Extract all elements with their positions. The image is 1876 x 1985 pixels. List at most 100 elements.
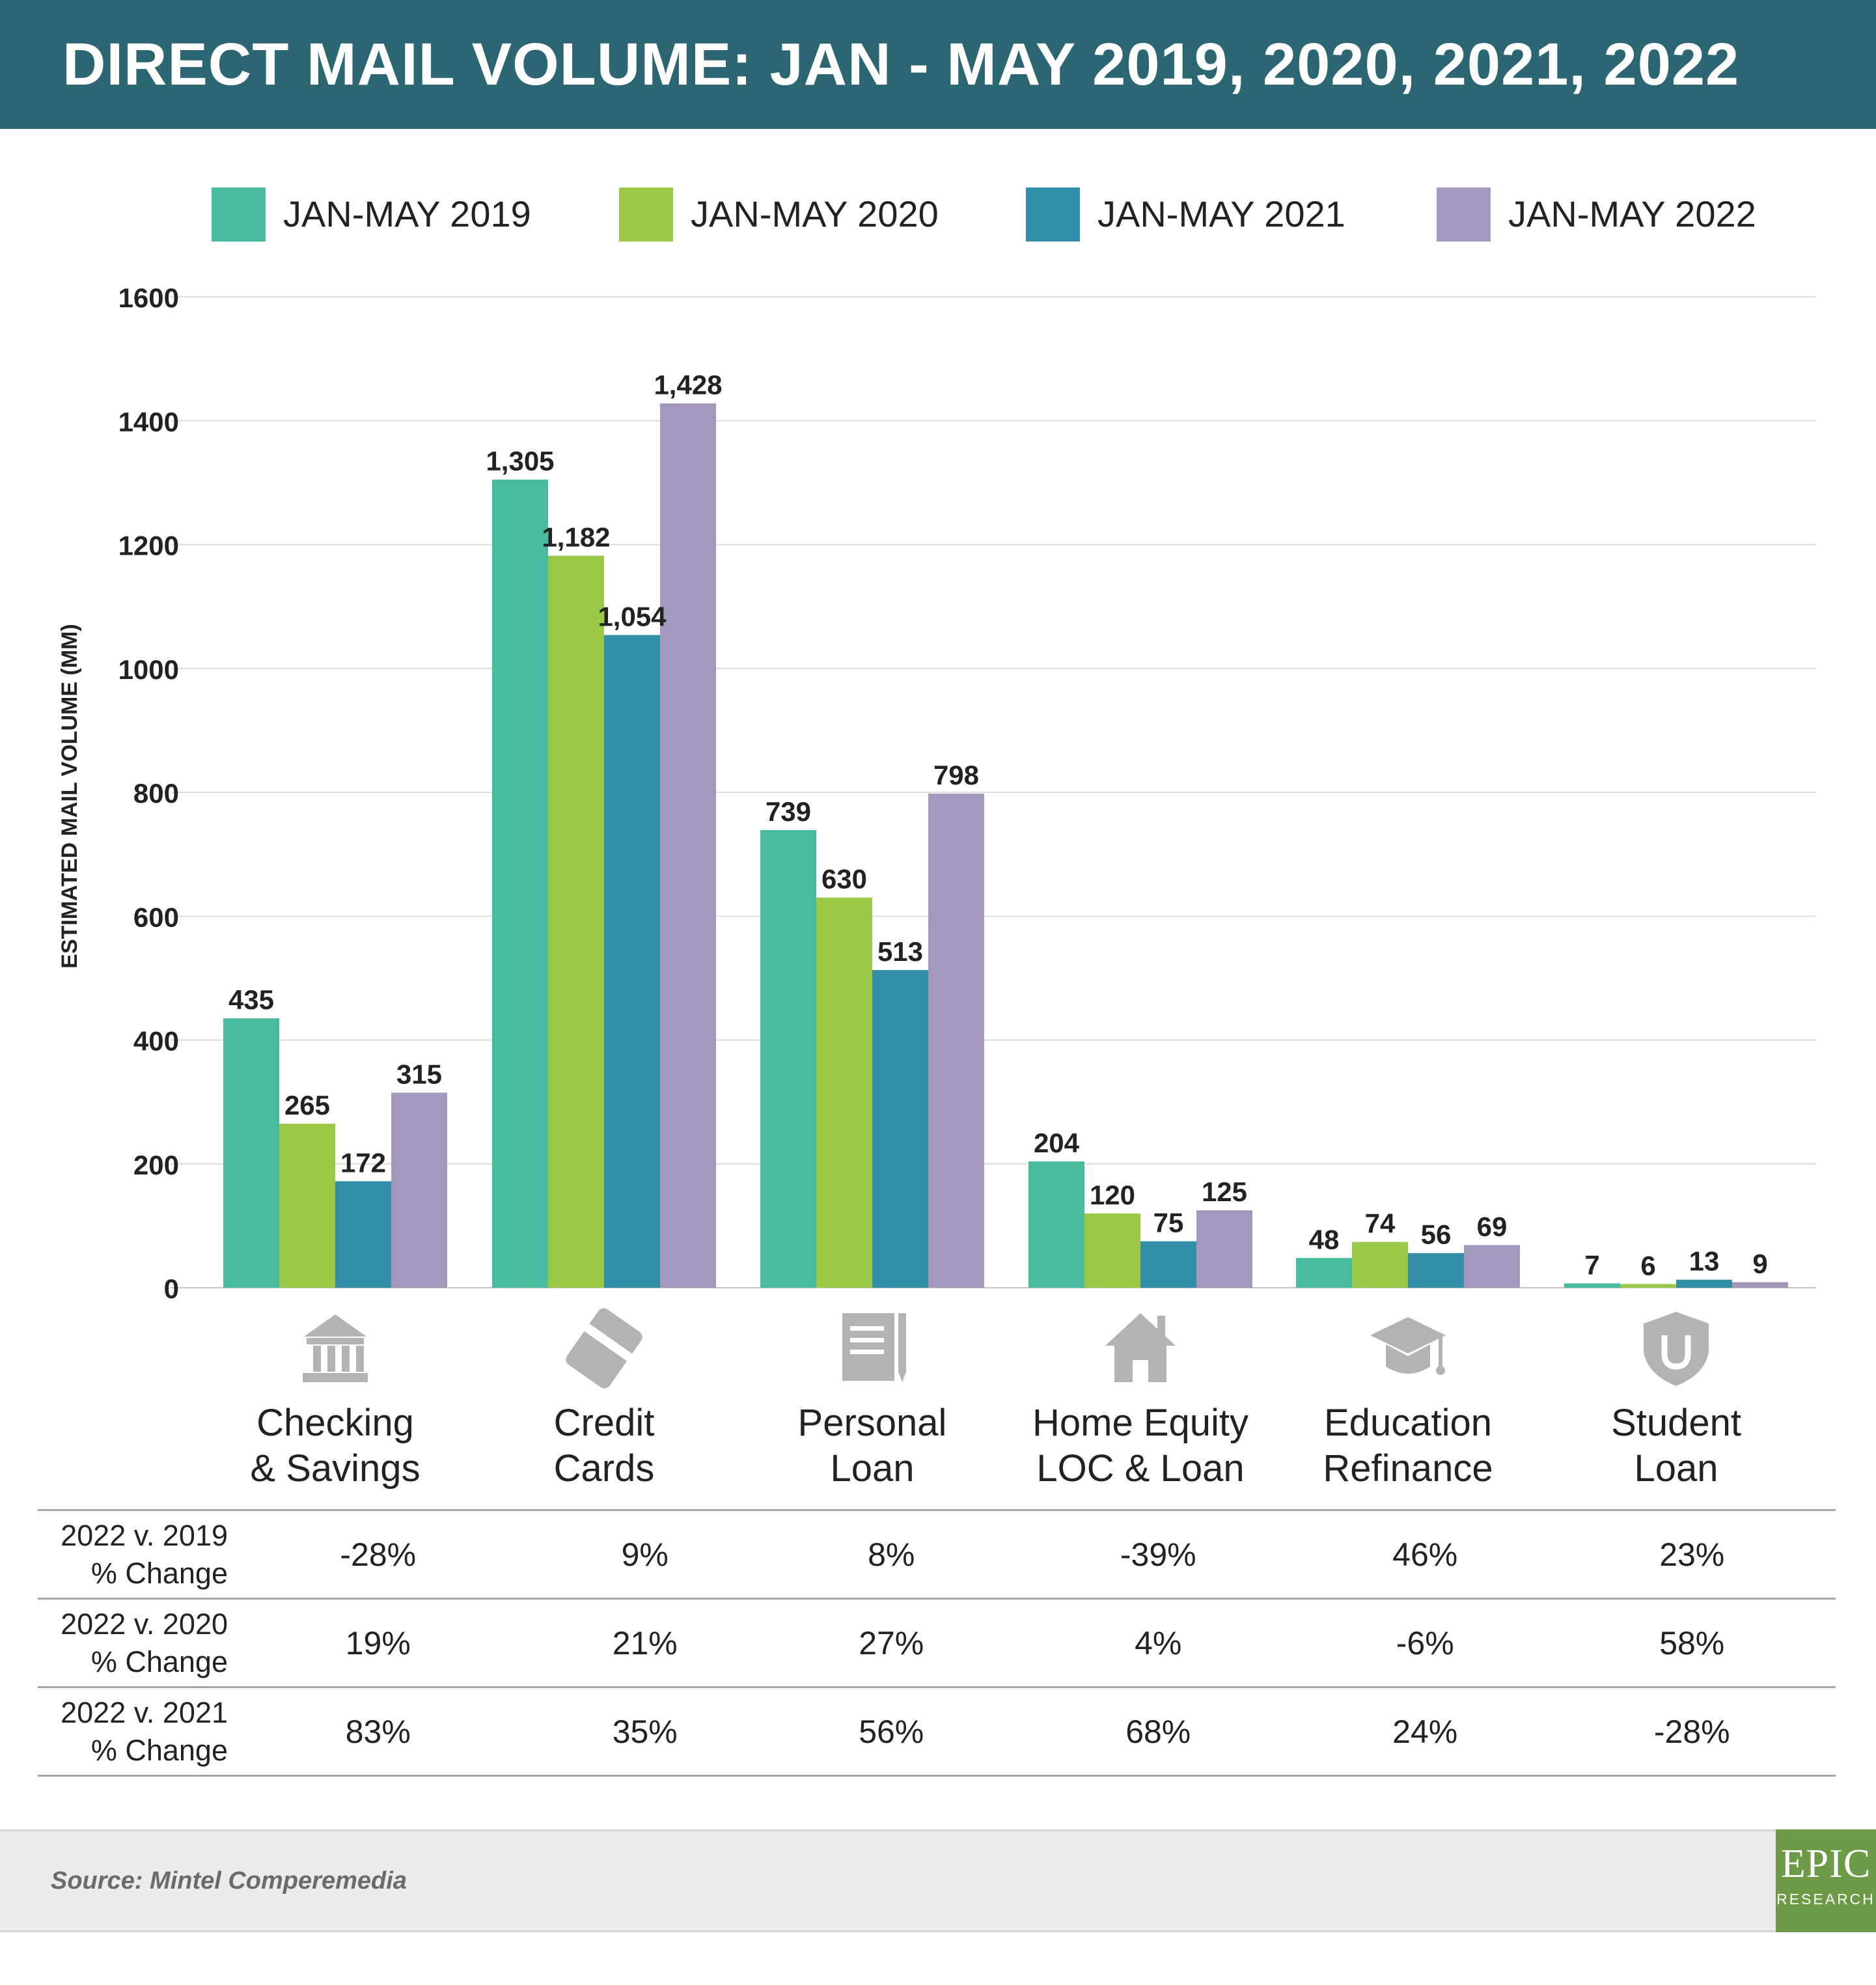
table-cell: 24% bbox=[1301, 1686, 1549, 1777]
row-label-line1: 2022 v. 2021 bbox=[61, 1695, 228, 1729]
table-cell: 4% bbox=[1014, 1598, 1302, 1687]
bar-2-3 bbox=[928, 793, 984, 1288]
data-label: 75 bbox=[1153, 1208, 1184, 1238]
credit-card-icon bbox=[566, 1308, 642, 1389]
data-label: 74 bbox=[1365, 1208, 1396, 1239]
data-label: 315 bbox=[396, 1059, 442, 1089]
row-label-line1: 2022 v. 2020 bbox=[61, 1607, 228, 1641]
row-label: 2022 v. 2020 % Change bbox=[38, 1598, 234, 1687]
table-cell: 9% bbox=[521, 1509, 768, 1599]
table-row: 2022 v. 2020 % Change 19% 21% 27% 4% -6% 58% bbox=[38, 1598, 1836, 1687]
legend: JAN-MAY 2019 JAN-MAY 2020 JAN-MAY 2021 JAN-… bbox=[212, 187, 1756, 242]
bar-0-3 bbox=[391, 1092, 447, 1288]
data-label: 630 bbox=[821, 864, 867, 895]
house-icon bbox=[1105, 1313, 1176, 1382]
bar-5-3 bbox=[1732, 1282, 1788, 1288]
logo-subtext: RESEARCH bbox=[1776, 1891, 1875, 1908]
table-cell: 58% bbox=[1548, 1598, 1836, 1687]
bar-4-3 bbox=[1464, 1245, 1520, 1288]
data-label: 120 bbox=[1090, 1180, 1135, 1210]
category-label: Loan bbox=[1634, 1447, 1718, 1490]
table-row: 2022 v. 2021 % Change 83% 35% 56% 68% 24% -28% bbox=[38, 1686, 1836, 1777]
table-cell: -28% bbox=[1548, 1686, 1836, 1777]
data-label: 798 bbox=[933, 760, 979, 790]
data-label: 125 bbox=[1202, 1176, 1247, 1207]
data-labels-layer: 435 1,305 739 204 48 7 265 1,182 630 120 74 6 172 1,0… bbox=[228, 370, 1768, 1281]
row-label: 2022 v. 2019 % Change bbox=[38, 1509, 234, 1599]
table-cell: -28% bbox=[234, 1509, 522, 1599]
data-label: 9 bbox=[1752, 1248, 1767, 1279]
table-cell: 83% bbox=[234, 1686, 522, 1777]
category-label: Loan bbox=[830, 1447, 914, 1490]
bar-1-0 bbox=[492, 479, 548, 1288]
graduation-cap-icon bbox=[1370, 1317, 1446, 1375]
y-axis-ticks: 0 200 400 600 800 1000 1200 1400 1600 bbox=[118, 283, 179, 1304]
category-label: Student bbox=[1611, 1402, 1741, 1444]
data-label: 739 bbox=[766, 796, 811, 827]
footer: Source: Mintel Comperemedia bbox=[0, 1829, 1876, 1932]
data-label: 204 bbox=[1034, 1128, 1080, 1158]
bar-4-2 bbox=[1408, 1253, 1464, 1288]
category-label: Refinance bbox=[1323, 1447, 1493, 1490]
data-label: 48 bbox=[1309, 1224, 1340, 1255]
y-tick-label: 800 bbox=[133, 778, 179, 809]
title-bar: DIRECT MAIL VOLUME: JAN - MAY 2019, 2020… bbox=[0, 0, 1876, 129]
data-label: 513 bbox=[877, 936, 923, 967]
bar-5-2 bbox=[1676, 1279, 1732, 1288]
legend-swatch-1 bbox=[619, 187, 673, 242]
category-label: Checking bbox=[256, 1402, 414, 1444]
category-label: Credit bbox=[554, 1402, 655, 1444]
source-text: Source: Mintel Comperemedia bbox=[51, 1867, 407, 1895]
category-label: & Savings bbox=[250, 1447, 420, 1490]
bar-0-0 bbox=[223, 1018, 279, 1288]
bar-3-3 bbox=[1196, 1210, 1252, 1288]
shield-icon bbox=[1644, 1312, 1709, 1386]
bar-1-3 bbox=[660, 403, 716, 1288]
bars-layer bbox=[223, 403, 1788, 1288]
legend-label: JAN-MAY 2019 bbox=[283, 193, 531, 234]
y-tick-label: 0 bbox=[164, 1273, 179, 1304]
row-label-line1: 2022 v. 2019 bbox=[61, 1518, 228, 1552]
document-icon bbox=[842, 1313, 906, 1382]
data-label: 1,305 bbox=[486, 446, 554, 477]
y-tick-label: 1400 bbox=[118, 406, 179, 437]
y-tick-label: 1600 bbox=[118, 283, 179, 313]
data-label: 7 bbox=[1584, 1249, 1599, 1280]
data-label: 6 bbox=[1640, 1250, 1655, 1281]
y-axis-label: ESTIMATED MAIL VOLUME (MM) bbox=[57, 624, 82, 968]
data-label: 13 bbox=[1689, 1246, 1720, 1277]
data-label: 265 bbox=[284, 1090, 330, 1120]
table-row: 2022 v. 2019 % Change -28% 9% 8% -39% 46% 23% bbox=[38, 1509, 1836, 1599]
epic-research-logo: EPIC RESEARCH bbox=[1776, 1829, 1876, 1932]
data-label: 56 bbox=[1421, 1219, 1452, 1250]
data-label: 1,182 bbox=[542, 522, 610, 553]
table-cell: 27% bbox=[767, 1598, 1015, 1687]
bar-3-2 bbox=[1140, 1241, 1196, 1288]
bar-0-1 bbox=[279, 1123, 335, 1288]
table-cell: 46% bbox=[1301, 1509, 1549, 1599]
data-label: 1,428 bbox=[654, 370, 722, 400]
table-cell: 68% bbox=[1014, 1686, 1302, 1777]
category-label: Education bbox=[1324, 1402, 1492, 1444]
legend-label: JAN-MAY 2021 bbox=[1097, 193, 1345, 234]
bar-2-1 bbox=[816, 897, 872, 1288]
table-cell: 56% bbox=[767, 1686, 1015, 1777]
row-label-line2: % Change bbox=[90, 1645, 228, 1678]
table-cell: 21% bbox=[521, 1598, 768, 1687]
table-cell: 35% bbox=[521, 1686, 768, 1777]
bar-5-0 bbox=[1564, 1283, 1620, 1288]
logo-text: EPIC bbox=[1780, 1842, 1871, 1886]
bar-3-1 bbox=[1084, 1213, 1140, 1288]
table-cell: 19% bbox=[234, 1598, 522, 1687]
bar-1-2 bbox=[604, 635, 660, 1288]
y-tick-label: 600 bbox=[133, 902, 179, 932]
bar-0-2 bbox=[335, 1181, 391, 1288]
row-label-line2: % Change bbox=[90, 1556, 228, 1590]
page-title: DIRECT MAIL VOLUME: JAN - MAY 2019, 2020… bbox=[62, 31, 1740, 98]
y-tick-label: 1200 bbox=[118, 531, 179, 561]
category-label: Home Equity bbox=[1032, 1402, 1248, 1444]
bar-5-1 bbox=[1620, 1284, 1676, 1288]
legend-label: JAN-MAY 2020 bbox=[691, 193, 939, 234]
bar-1-1 bbox=[548, 555, 604, 1288]
